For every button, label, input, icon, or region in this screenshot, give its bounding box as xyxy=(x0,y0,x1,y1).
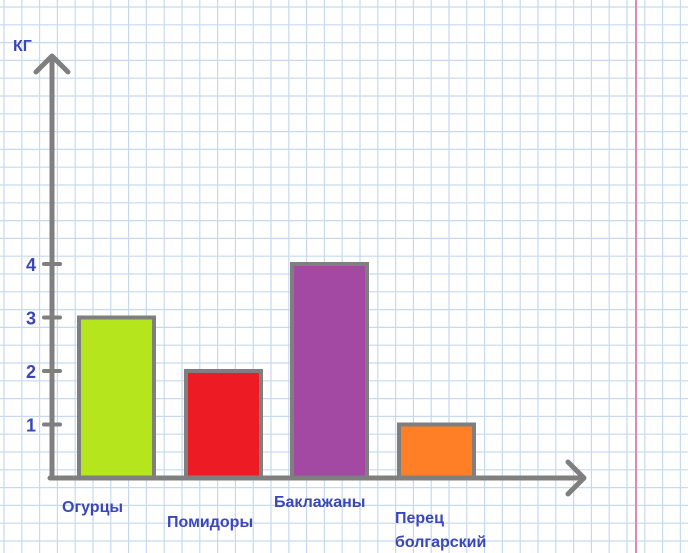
x-tick-label: Баклажаны xyxy=(274,494,365,511)
y-tick-label: 1 xyxy=(26,416,36,436)
x-tick-label: Помидоры xyxy=(167,514,253,531)
y-ticks: 1 2 3 4 xyxy=(26,255,62,436)
y-tick-label: 2 xyxy=(26,362,36,382)
axes xyxy=(33,53,587,497)
x-tick-label: болгарский xyxy=(395,534,486,551)
y-axis-arrow xyxy=(33,53,71,75)
bars xyxy=(77,262,476,480)
x-axis-arrow xyxy=(565,459,587,497)
x-tick-label: Перец xyxy=(395,510,444,527)
x-tick-label: Огурцы xyxy=(62,499,123,516)
y-tick-label: 3 xyxy=(26,309,36,329)
x-tick-labels: Огурцы Помидоры Баклажаны Перец болгарский xyxy=(62,494,486,551)
bar xyxy=(397,422,476,480)
y-tick-label: 4 xyxy=(26,255,36,275)
bar xyxy=(184,369,263,480)
bar xyxy=(77,315,156,480)
y-axis-label: КГ xyxy=(13,38,32,55)
bar xyxy=(290,262,369,480)
